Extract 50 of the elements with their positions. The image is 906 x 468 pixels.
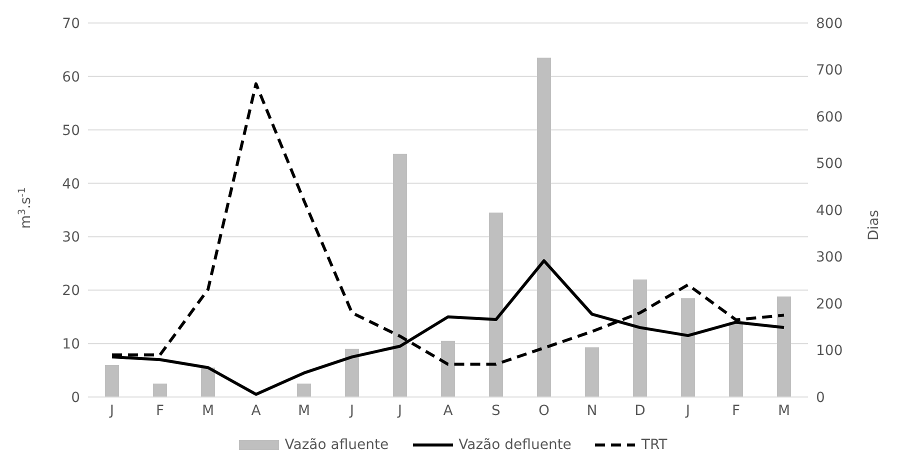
bar — [345, 348, 359, 397]
y2-tick-label: 300 — [816, 250, 843, 266]
y2-tick-label: 700 — [816, 62, 843, 79]
y2-tick-label: 800 — [816, 16, 843, 32]
bar — [681, 298, 695, 397]
x-tick-label: S — [492, 402, 501, 419]
y2-tick-label: 0 — [816, 390, 825, 406]
bar — [777, 296, 791, 397]
y-tick-label: 40 — [62, 176, 80, 192]
x-tick-label: A — [443, 402, 454, 419]
bar — [201, 368, 215, 397]
bar — [585, 347, 599, 397]
legend-label: Vazão afluente — [284, 437, 389, 453]
x-tick-label: D — [634, 402, 646, 419]
bar — [537, 58, 551, 397]
x-tick-label: F — [156, 402, 164, 419]
x-tick-label: N — [586, 402, 598, 419]
bar — [297, 384, 311, 397]
legend-label: Vazão defluente — [458, 437, 572, 453]
x-tick-label: J — [108, 402, 114, 419]
y-tick-label: 20 — [62, 283, 80, 300]
x-tick-label: M — [202, 402, 214, 419]
x-tick-label: F — [732, 402, 740, 419]
bar — [105, 364, 119, 397]
x-tick-label: J — [396, 402, 402, 419]
legend-label: TRT — [641, 437, 668, 453]
x-tick-label: J — [684, 402, 690, 419]
y2-tick-label: 400 — [816, 202, 843, 219]
bar — [729, 322, 743, 397]
x-tick-label: M — [778, 402, 790, 419]
y-tick-label: 30 — [62, 230, 80, 246]
x-tick-label: O — [538, 402, 550, 419]
x-tick-label: J — [348, 402, 354, 419]
y2-tick-label: 500 — [816, 156, 843, 172]
y2-axis-title: Dias — [866, 210, 882, 241]
y2-tick-label: 100 — [816, 343, 843, 360]
y-tick-label: 10 — [62, 336, 80, 353]
x-tick-label: A — [251, 402, 262, 419]
y2-tick-label: 600 — [816, 109, 843, 126]
bar — [393, 154, 407, 397]
bar — [633, 279, 647, 397]
x-tick-label: M — [298, 402, 310, 419]
y-tick-label: 60 — [62, 69, 80, 86]
y2-tick-label: 200 — [816, 296, 843, 312]
bar — [489, 212, 503, 397]
bar — [441, 340, 455, 397]
y-tick-label: 50 — [62, 122, 80, 139]
bar — [153, 384, 167, 397]
y-tick-label: 0 — [71, 390, 80, 406]
y-tick-label: 70 — [62, 16, 80, 32]
